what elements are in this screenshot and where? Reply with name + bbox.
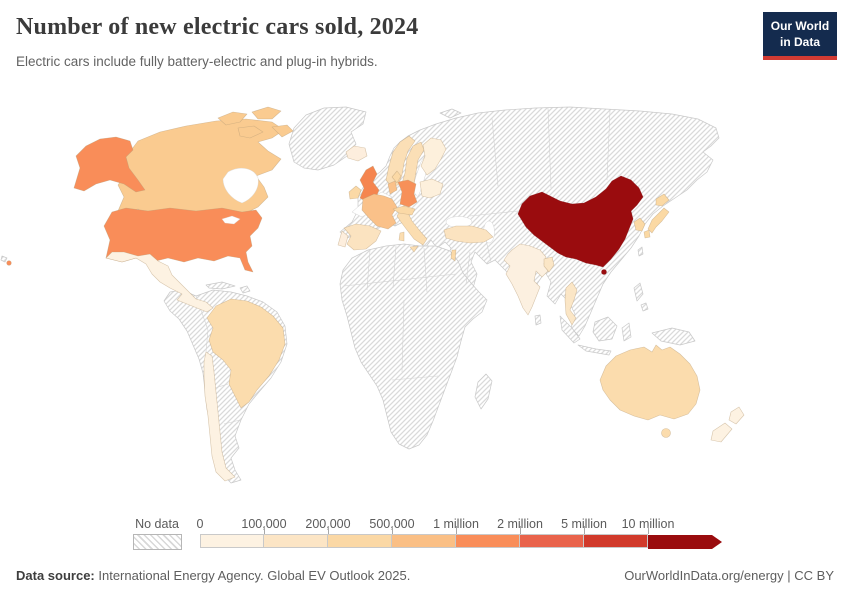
region-madagascar[interactable]	[474, 373, 493, 410]
country-chile[interactable]	[203, 351, 236, 482]
country-china[interactable]	[517, 175, 644, 268]
country-canada-arctic-islands[interactable]	[217, 106, 294, 139]
legend-bin-0[interactable]	[200, 534, 264, 548]
legend-tick-3	[392, 526, 393, 534]
legend-tick-4	[456, 526, 457, 534]
country-new-zealand[interactable]	[710, 406, 745, 443]
border-lines-south-america	[195, 295, 241, 425]
country-iceland[interactable]	[345, 145, 368, 162]
footer-rights[interactable]: OurWorldInData.org/energy | CC BY	[624, 568, 834, 583]
country-brazil[interactable]	[206, 298, 286, 409]
region-greenland[interactable]	[288, 106, 367, 171]
legend-tick-1	[264, 526, 265, 534]
legend-tick-label-3: 500,000	[369, 517, 415, 531]
page-title: Number of new electric cars sold, 2024	[16, 14, 419, 40]
page-subtitle: Electric cars include fully battery-elec…	[16, 54, 378, 69]
legend-bin-1[interactable]	[264, 534, 328, 548]
legend-tick-label-7: 10 million	[621, 517, 675, 531]
lake-great-lakes	[221, 215, 241, 225]
country-israel[interactable]	[450, 249, 457, 262]
border-lines-asia	[465, 107, 611, 285]
border-lines-africa	[343, 245, 457, 381]
legend-tick-label-4: 1 million	[433, 517, 479, 531]
region-svalbard[interactable]	[439, 108, 462, 119]
country-germany[interactable]	[397, 179, 418, 208]
country-usa[interactable]	[103, 207, 263, 273]
region-java[interactable]	[577, 344, 612, 356]
legend-bin-7[interactable]	[648, 534, 722, 550]
legend-bin-3[interactable]	[392, 534, 456, 548]
legend-tick-label-1: 100,000	[241, 517, 287, 531]
legend-bin-2[interactable]	[328, 534, 392, 548]
owid-logo-line2: in Data	[779, 34, 820, 49]
legend-tick-label-6: 5 million	[561, 517, 607, 531]
country-mexico[interactable]	[105, 251, 214, 313]
country-usa-hawaii[interactable]	[6, 260, 12, 266]
footer-source: Data source: International Energy Agency…	[16, 568, 410, 583]
legend-tick-label-5: 2 million	[497, 517, 543, 531]
footer-source-text: International Energy Agency. Global EV O…	[98, 568, 411, 583]
region-cuba[interactable]	[205, 281, 236, 290]
region-islet-west[interactable]	[0, 255, 8, 263]
owid-logo-line1: Our World	[770, 19, 830, 33]
legend-bin-6[interactable]	[584, 534, 648, 548]
legend-tick-5	[520, 526, 521, 534]
country-india[interactable]	[503, 243, 549, 316]
country-switzerland-austria[interactable]	[392, 205, 416, 216]
legend-bin-4[interactable]	[456, 534, 520, 548]
country-poland[interactable]	[419, 178, 444, 199]
region-philippines[interactable]	[633, 282, 649, 312]
country-australia-tasmania[interactable]	[661, 428, 671, 438]
country-finland[interactable]	[420, 137, 447, 176]
country-bangladesh[interactable]	[543, 256, 555, 273]
country-ireland[interactable]	[348, 185, 362, 200]
world-choropleth-map	[0, 106, 745, 484]
region-borneo[interactable]	[592, 316, 618, 342]
legend-no-data-label: No data	[135, 517, 179, 531]
country-china-hainan[interactable]	[601, 269, 607, 275]
country-italy[interactable]	[396, 210, 428, 253]
country-turkey[interactable]	[443, 225, 494, 244]
legend-bin-5[interactable]	[520, 534, 584, 548]
country-spain[interactable]	[343, 223, 382, 251]
legend-tick-label-2: 200,000	[305, 517, 351, 531]
owid-logo[interactable]: Our World in Data	[763, 12, 837, 61]
region-africa[interactable]	[339, 243, 488, 450]
country-thailand[interactable]	[564, 281, 578, 326]
legend-color-bar	[200, 534, 722, 550]
region-hispaniola[interactable]	[239, 285, 251, 294]
legend-tick-2	[328, 526, 329, 534]
country-denmark[interactable]	[391, 170, 402, 184]
sea-hudson-bay	[222, 167, 259, 204]
legend-no-data-swatch[interactable]	[133, 534, 182, 550]
legend-tick-7	[648, 526, 649, 534]
region-sumatra[interactable]	[559, 315, 581, 344]
footer-source-label: Data source:	[16, 568, 95, 583]
country-norway[interactable]	[385, 135, 416, 187]
country-france[interactable]	[361, 193, 398, 230]
region-new-guinea[interactable]	[651, 327, 696, 346]
country-usa-alaska[interactable]	[73, 136, 146, 193]
legend-tick-6	[584, 526, 585, 534]
country-benelux[interactable]	[387, 180, 398, 195]
country-japan[interactable]	[643, 193, 670, 239]
region-sulawesi[interactable]	[621, 322, 632, 342]
country-portugal[interactable]	[337, 230, 349, 248]
region-sri-lanka[interactable]	[534, 314, 542, 326]
country-south-korea[interactable]	[633, 217, 646, 232]
region-taiwan[interactable]	[637, 246, 644, 257]
legend-tick-label-0: 0	[196, 517, 204, 531]
country-australia[interactable]	[599, 344, 701, 421]
